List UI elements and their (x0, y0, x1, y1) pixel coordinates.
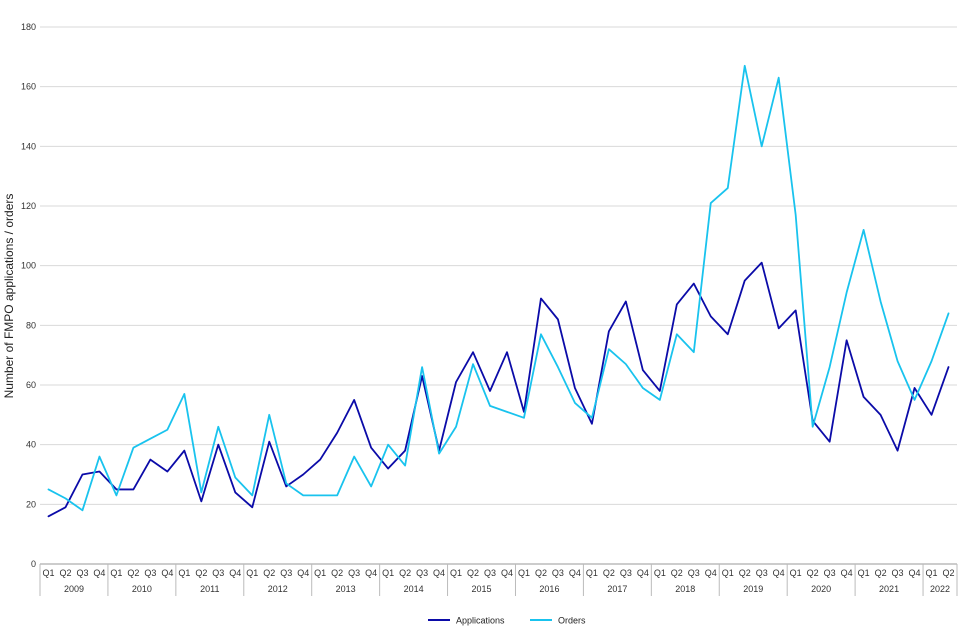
x-year-label: 2012 (268, 584, 288, 594)
legend-item-applications: Applications (428, 616, 505, 626)
x-year-label: 2019 (743, 584, 763, 594)
x-tick-label: Q4 (909, 568, 921, 578)
x-tick-label: Q3 (892, 568, 904, 578)
x-tick-label: Q2 (671, 568, 683, 578)
x-tick-label: Q4 (569, 568, 581, 578)
x-tick-label: Q4 (365, 568, 377, 578)
x-tick-label: Q1 (450, 568, 462, 578)
x-tick-label: Q1 (518, 568, 530, 578)
x-tick-label: Q3 (552, 568, 564, 578)
legend-label: Orders (558, 616, 586, 626)
x-tick-label: Q1 (722, 568, 734, 578)
x-tick-label: Q3 (688, 568, 700, 578)
y-tick-label: 20 (26, 499, 36, 509)
x-axis-year-ticks: 2009 2010 2011 2012 2013 2014 2015 2016 2017 2018… (39, 564, 958, 596)
x-tick-label: Q3 (144, 568, 156, 578)
x-tick-label: Q1 (246, 568, 258, 578)
y-tick-label: 120 (21, 201, 36, 211)
x-tick-label: Q1 (110, 568, 122, 578)
y-axis-ticks: 0 20 40 60 80 100 120 140 160 180 (21, 22, 36, 569)
x-tick-label: Q3 (76, 568, 88, 578)
x-tick-label: Q4 (297, 568, 309, 578)
x-tick-label: Q3 (280, 568, 292, 578)
x-tick-label: Q1 (858, 568, 870, 578)
x-year-label: 2021 (879, 584, 899, 594)
x-tick-label: Q2 (535, 568, 547, 578)
x-year-label: 2018 (675, 584, 695, 594)
y-tick-label: 140 (21, 141, 36, 151)
x-year-label: 2014 (404, 584, 424, 594)
x-year-label: 2010 (132, 584, 152, 594)
x-year-label: 2020 (811, 584, 831, 594)
x-tick-label: Q2 (59, 568, 71, 578)
x-tick-label: Q2 (943, 568, 955, 578)
x-tick-label: Q2 (739, 568, 751, 578)
x-tick-label: Q4 (637, 568, 649, 578)
y-tick-label: 40 (26, 440, 36, 450)
x-tick-label: Q4 (841, 568, 853, 578)
x-tick-label: Q4 (229, 568, 241, 578)
y-tick-label: 60 (26, 380, 36, 390)
x-tick-label: Q4 (705, 568, 717, 578)
y-tick-label: 160 (21, 82, 36, 92)
x-tick-label: Q1 (42, 568, 54, 578)
x-tick-label: Q1 (926, 568, 938, 578)
x-tick-label: Q4 (161, 568, 173, 578)
legend: Applications Orders (428, 616, 586, 626)
x-tick-label: Q2 (263, 568, 275, 578)
x-tick-label: Q3 (756, 568, 768, 578)
x-tick-label: Q2 (875, 568, 887, 578)
x-year-label: 2013 (336, 584, 356, 594)
legend-item-orders: Orders (530, 616, 586, 626)
x-tick-label: Q4 (433, 568, 445, 578)
x-tick-label: Q2 (807, 568, 819, 578)
legend-label: Applications (456, 616, 505, 626)
x-tick-label: Q3 (484, 568, 496, 578)
x-tick-label: Q2 (399, 568, 411, 578)
x-tick-label: Q2 (467, 568, 479, 578)
x-tick-label: Q3 (620, 568, 632, 578)
x-tick-label: Q1 (654, 568, 666, 578)
x-year-label: 2016 (539, 584, 559, 594)
x-tick-label: Q3 (416, 568, 428, 578)
x-tick-label: Q1 (790, 568, 802, 578)
series-lines (47, 64, 950, 518)
series-line-orders (47, 64, 950, 512)
x-year-label: 2017 (607, 584, 627, 594)
x-tick-label: Q1 (382, 568, 394, 578)
x-year-label: 2009 (64, 584, 84, 594)
x-tick-label: Q4 (93, 568, 105, 578)
x-tick-label: Q3 (348, 568, 360, 578)
x-tick-label: Q3 (212, 568, 224, 578)
x-tick-label: Q2 (127, 568, 139, 578)
x-tick-label: Q1 (178, 568, 190, 578)
x-axis-quarter-ticks: Q1 Q2 Q3 Q4 Q1 Q2 Q3 Q4 Q1 Q2 Q3 Q4 Q1 Q2 Q3 Q4 Q1 Q2 Q3 Q4… (42, 568, 954, 578)
y-axis-title: Number of FMPO applications / orders (2, 194, 16, 399)
x-tick-label: Q1 (314, 568, 326, 578)
gridlines (40, 26, 957, 565)
y-tick-label: 80 (26, 320, 36, 330)
x-tick-label: Q3 (824, 568, 836, 578)
x-year-label: 2011 (200, 584, 219, 594)
x-tick-label: Q2 (195, 568, 207, 578)
x-tick-label: Q2 (603, 568, 615, 578)
x-tick-label: Q4 (773, 568, 785, 578)
x-tick-label: Q1 (586, 568, 598, 578)
x-tick-label: Q4 (501, 568, 513, 578)
x-year-label: 2022 (930, 584, 950, 594)
y-tick-label: 100 (21, 261, 36, 271)
y-tick-label: 180 (21, 22, 36, 32)
x-year-label: 2015 (472, 584, 492, 594)
y-tick-label: 0 (31, 559, 36, 569)
series-line-applications (47, 261, 950, 518)
x-tick-label: Q2 (331, 568, 343, 578)
